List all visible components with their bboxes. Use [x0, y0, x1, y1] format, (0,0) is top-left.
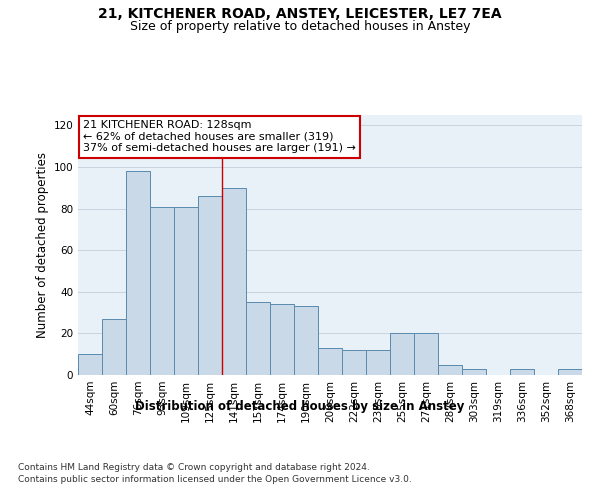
Bar [462, 369, 486, 375]
Bar [366, 350, 390, 375]
Bar [102, 319, 126, 375]
Text: Size of property relative to detached houses in Anstey: Size of property relative to detached ho… [130, 20, 470, 33]
Bar [78, 354, 102, 375]
Bar [342, 350, 366, 375]
Bar [558, 369, 582, 375]
Bar [438, 364, 462, 375]
Text: Contains public sector information licensed under the Open Government Licence v3: Contains public sector information licen… [18, 475, 412, 484]
Y-axis label: Number of detached properties: Number of detached properties [36, 152, 49, 338]
Text: 21 KITCHENER ROAD: 128sqm
← 62% of detached houses are smaller (319)
37% of semi: 21 KITCHENER ROAD: 128sqm ← 62% of detac… [83, 120, 356, 154]
Bar [126, 171, 150, 375]
Bar [198, 196, 222, 375]
Text: Contains HM Land Registry data © Crown copyright and database right 2024.: Contains HM Land Registry data © Crown c… [18, 462, 370, 471]
Bar [390, 334, 414, 375]
Bar [174, 206, 198, 375]
Text: 21, KITCHENER ROAD, ANSTEY, LEICESTER, LE7 7EA: 21, KITCHENER ROAD, ANSTEY, LEICESTER, L… [98, 8, 502, 22]
Bar [510, 369, 534, 375]
Bar [270, 304, 294, 375]
Bar [414, 334, 438, 375]
Bar [150, 206, 174, 375]
Bar [222, 188, 246, 375]
Bar [294, 306, 318, 375]
Bar [246, 302, 270, 375]
Bar [318, 348, 342, 375]
Text: Distribution of detached houses by size in Anstey: Distribution of detached houses by size … [136, 400, 464, 413]
